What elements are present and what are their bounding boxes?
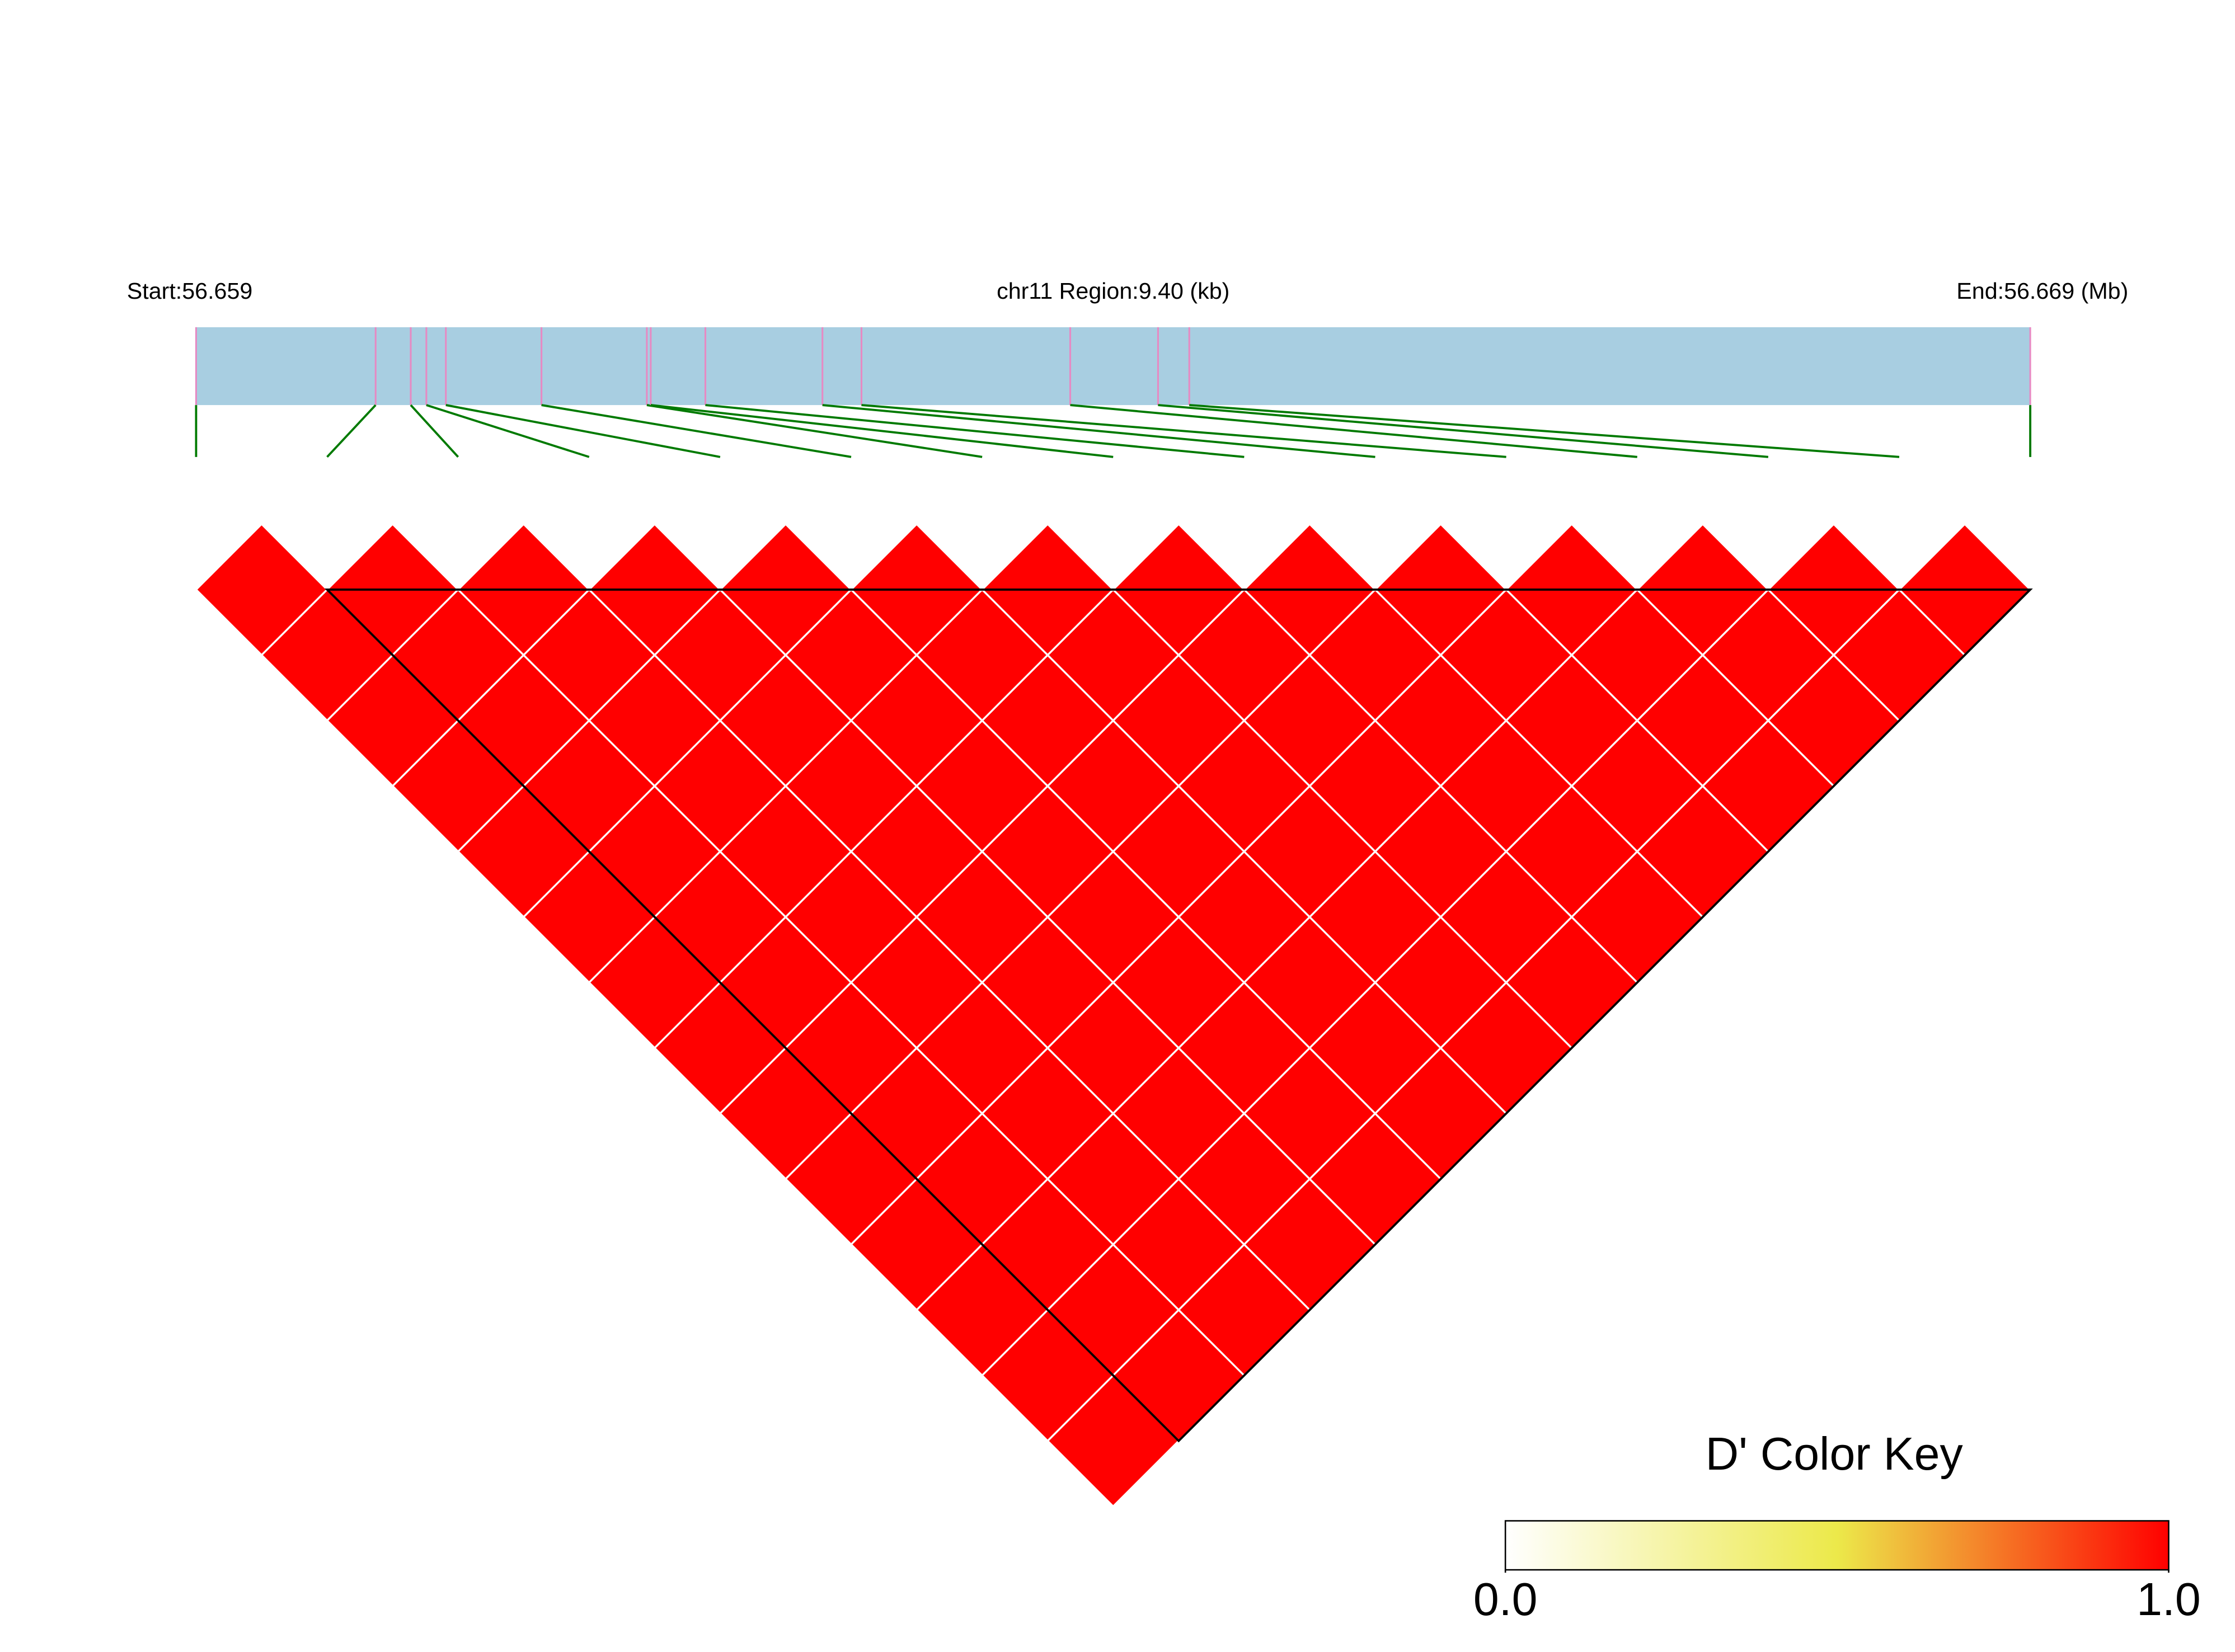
snp-link [445, 404, 721, 458]
region-label: chr11 Region:9.40 (kb) [997, 278, 1229, 304]
key-tick-label: 1.0 [2137, 1574, 2201, 1625]
region-bar [196, 327, 2031, 406]
ld-block-outline [324, 588, 2033, 1443]
end-label: End:56.669 (Mb) [1956, 278, 2128, 304]
key-tick-label: 0.0 [1473, 1574, 1538, 1625]
snp-link [705, 404, 1245, 458]
snp-link [1070, 404, 1637, 458]
snp-link [326, 404, 377, 458]
key-title: D' Color Key [1706, 1428, 1964, 1480]
color-key-bar [1504, 1520, 2170, 1571]
snp-link [410, 404, 459, 458]
snp-link [822, 404, 1375, 458]
start-label: Start:56.659 [127, 278, 253, 304]
snp-link [541, 404, 852, 458]
snp-link [1189, 404, 1900, 458]
snp-link [1158, 404, 1769, 458]
snp-link [861, 404, 1506, 458]
snp-link [426, 404, 590, 458]
snp-link [646, 404, 983, 458]
snp-link [650, 404, 1114, 458]
